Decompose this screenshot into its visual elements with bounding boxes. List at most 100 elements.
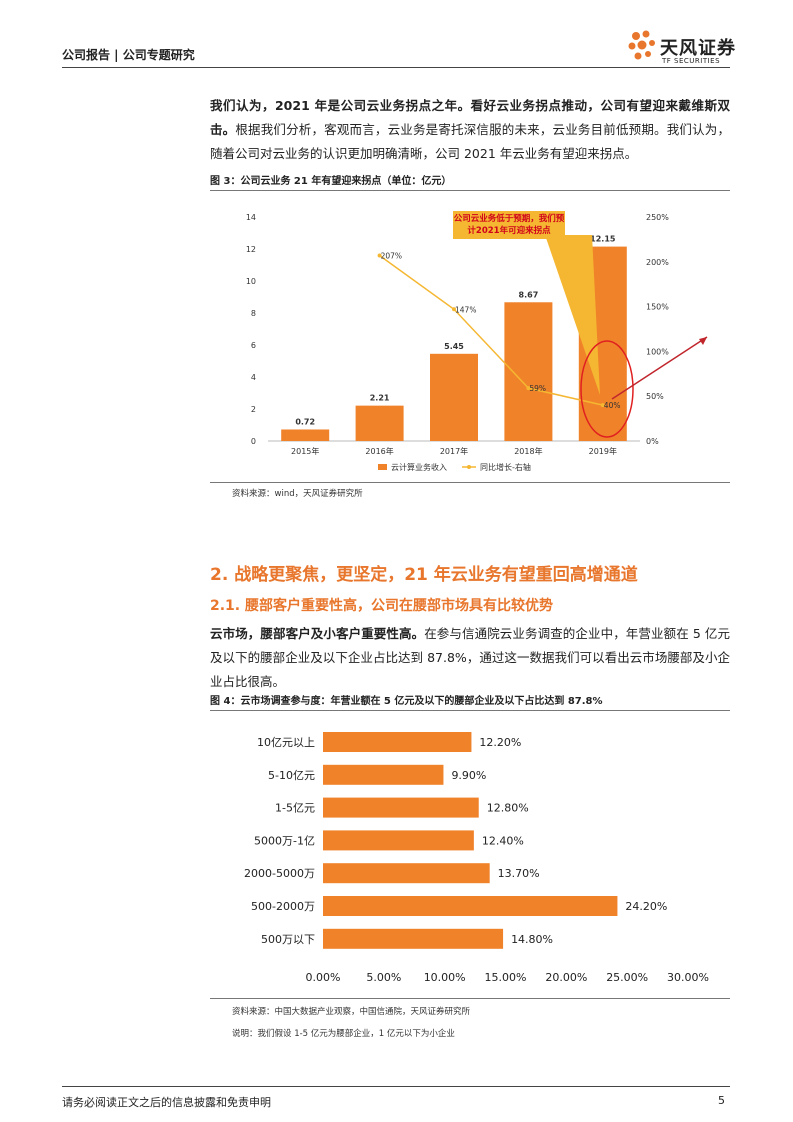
growth-points xyxy=(377,253,605,408)
left-tick-label: 12 xyxy=(246,245,256,254)
bar-value-label: 5.45 xyxy=(444,342,464,351)
growth-point xyxy=(526,386,531,391)
bar xyxy=(504,302,553,441)
right-tick-label: 0% xyxy=(646,437,659,446)
page-number: 5 xyxy=(718,1094,725,1107)
left-tick-label: 6 xyxy=(251,341,256,350)
left-tick-label: 10 xyxy=(246,277,256,286)
section-heading-2: 2. 战略更聚焦，更坚定，21 年云业务有望重回高增通道 xyxy=(210,565,638,585)
growth-label: 147% xyxy=(455,305,476,314)
growth-point xyxy=(452,307,456,312)
hbar xyxy=(323,797,479,818)
fig4-title: 图 4：云市场调查参与度：年营业额在 5 亿元及以下的腰部企业及以下占比达到 8… xyxy=(210,696,603,707)
hbar-x-tick: 0.00% xyxy=(306,971,341,984)
bar xyxy=(430,353,478,441)
hbar xyxy=(323,764,444,785)
hbar-x-tick: 30.00% xyxy=(667,971,709,984)
section-heading-2-1: 2.1. 腰部客户重要性高，公司在腰部市场具有比较优势 xyxy=(210,598,553,614)
fig3-bottom-rule xyxy=(210,482,730,483)
hbar xyxy=(323,863,490,884)
section2-normal: 在参与信通院云业务调查的企业中，年营业额在 5 亿元及以下的腰部企业及以下企业占… xyxy=(210,626,730,689)
hbar-category: 1-5亿元 xyxy=(275,802,315,815)
bar-value-label: 8.67 xyxy=(519,290,539,299)
footer-divider xyxy=(62,1086,730,1087)
right-tick-label: 200% xyxy=(646,258,669,267)
bar-series xyxy=(281,246,627,441)
bar-value-label: 2.21 xyxy=(370,394,390,403)
callout-box xyxy=(453,211,565,239)
x-tick-label: 2017年 xyxy=(440,446,468,456)
callout-text: 公司云业务低于预期，我们预计2021年可迎来拐点 xyxy=(453,214,565,236)
hbar-x-ticks: 0.00% 5.00% 10.00% 15.00% 20.00% 25.00% 30.00% xyxy=(306,971,709,984)
section2-bold: 云市场，腰部客户及小客户重要性高。 xyxy=(210,626,425,641)
hbar-value: 24.20% xyxy=(625,900,667,913)
hbar-value: 14.80% xyxy=(511,933,553,946)
growth-line xyxy=(379,254,603,406)
intro-paragraph: 我们认为，2021 年是公司云业务拐点之年。看好云业务拐点推动，公司有望迎来戴维… xyxy=(210,94,730,166)
x-tick-label: 2016年 xyxy=(365,446,393,456)
legend-line-label: 同比增长-右轴 xyxy=(480,462,531,472)
trend-arrow xyxy=(611,336,708,400)
right-axis-ticks: 0% 50% 100% 150% 200% 250% xyxy=(646,213,669,446)
hbar-category-labels: 10亿元以上 5-10亿元 1-5亿元 5000万-1亿 2000-5000万 500-2… xyxy=(244,736,315,946)
x-tick-label: 2015年 xyxy=(291,446,319,456)
hbar xyxy=(323,830,474,851)
bar-value-label: 0.72 xyxy=(295,417,315,426)
growth-label: 40% xyxy=(604,401,621,410)
hbar-category: 5-10亿元 xyxy=(268,769,315,782)
x-tick-labels: 2015年 2016年 2017年 2018年 2019年 xyxy=(291,446,617,456)
fig4-bottom-rule xyxy=(210,998,730,999)
right-tick-label: 250% xyxy=(646,213,669,222)
left-tick-label: 8 xyxy=(251,309,256,318)
fig3-title: 图 3：公司云业务 21 年有望迎来拐点（单位：亿元） xyxy=(210,176,452,187)
right-tick-label: 150% xyxy=(646,303,669,312)
left-tick-label: 4 xyxy=(251,373,256,382)
legend-bar-label: 云计算业务收入 xyxy=(391,462,447,472)
trend-arrowhead xyxy=(699,337,707,345)
x-tick-label: 2018年 xyxy=(514,446,542,456)
left-tick-label: 0 xyxy=(251,437,256,446)
left-axis-ticks: 0 2 4 6 8 10 12 14 xyxy=(246,213,256,446)
fig4-note: 说明：我们假设 1-5 亿元为腰部企业，1 亿元以下为小企业 xyxy=(232,1029,455,1039)
header-report-type: 公司报告 | 公司专题研究 xyxy=(62,48,195,62)
hbar-x-tick: 20.00% xyxy=(545,971,587,984)
section2-paragraph: 云市场，腰部客户及小客户重要性高。在参与信通院云业务调查的企业中，年营业额在 5… xyxy=(210,622,730,694)
right-tick-label: 100% xyxy=(646,347,669,356)
growth-label: 59% xyxy=(529,384,546,393)
hbar-value: 12.20% xyxy=(479,736,521,749)
fig4-source: 资料来源：中国大数据产业观察，中国信通院，天风证券研究所 xyxy=(232,1007,471,1017)
hbar-category: 500万以下 xyxy=(261,933,315,946)
fig4-top-rule xyxy=(210,710,730,711)
hbar-value: 12.40% xyxy=(482,834,524,847)
hbar-x-tick: 10.00% xyxy=(424,971,466,984)
footer-disclaimer: 请务必阅读正文之后的信息披露和免责申明 xyxy=(62,1096,271,1109)
hbar-x-tick: 5.00% xyxy=(366,971,401,984)
left-tick-label: 14 xyxy=(246,213,256,222)
bar xyxy=(355,405,404,441)
hbar-x-tick: 15.00% xyxy=(485,971,527,984)
hbar-value: 12.80% xyxy=(487,802,529,815)
right-tick-label: 50% xyxy=(646,392,664,401)
fig4-chart: 10亿元以上 5-10亿元 1-5亿元 5000万-1亿 2000-5000万 500-2… xyxy=(244,732,709,984)
hbar-category: 10亿元以上 xyxy=(257,736,315,749)
tf-logo-icon xyxy=(628,30,655,60)
header-divider xyxy=(62,67,730,68)
growth-point xyxy=(377,253,382,258)
hbar-value: 9.90% xyxy=(451,769,486,782)
hbar-value-labels: 12.20% 9.90% 12.80% 12.40% 13.70% 24.20% 14.80… xyxy=(451,736,667,946)
callout-pointer xyxy=(545,235,600,395)
growth-label: 207% xyxy=(381,252,402,261)
hbar-value: 13.70% xyxy=(498,867,540,880)
highlight-circle xyxy=(580,340,634,438)
logo-english: TF SECURITIES xyxy=(662,57,721,65)
intro-bold: 我们认为，2021 年是公司云业务拐点之年。看好云业务拐点推动，公司有望迎来戴维… xyxy=(210,98,730,137)
hbar xyxy=(323,928,504,949)
growth-labels: 207% 147% 59% 40% xyxy=(381,252,621,411)
hbar-category: 500-2000万 xyxy=(251,900,315,913)
fig3-top-rule xyxy=(210,190,730,191)
hbar-series xyxy=(323,732,618,949)
hbar-category: 5000万-1亿 xyxy=(254,834,315,847)
bar-value-label: 12.15 xyxy=(590,235,616,244)
logo-text: 天风证券 xyxy=(660,38,736,59)
hbar-category: 2000-5000万 xyxy=(244,867,315,880)
